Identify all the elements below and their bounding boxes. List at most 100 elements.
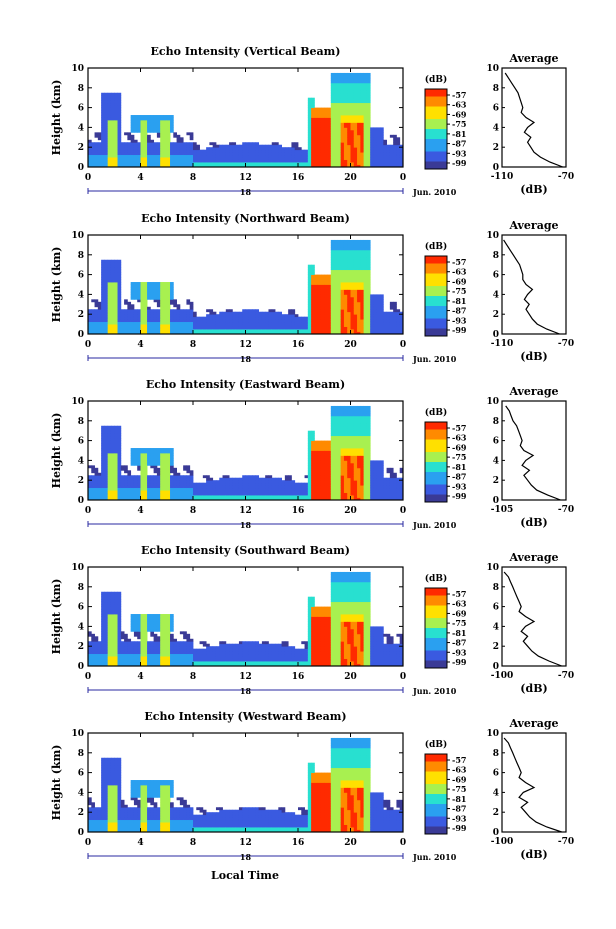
echo-cell: [88, 144, 92, 148]
echo-cell: [238, 326, 243, 330]
echo-cell: [153, 159, 158, 163]
echo-cell: [324, 291, 328, 295]
echo-cell: [160, 144, 164, 148]
echo-cell: [389, 149, 394, 153]
echo-cell: [330, 162, 335, 165]
echo-cell: [347, 137, 351, 141]
echo-cell: [147, 319, 151, 323]
echo-cell: [101, 134, 105, 138]
echo-cell: [258, 482, 263, 486]
echo-cell: [160, 119, 164, 123]
echo-cell: [340, 465, 345, 469]
echo-cell: [110, 132, 115, 136]
echo-cell: [380, 154, 384, 158]
echo-cell: [163, 282, 168, 285]
echo-cell: [186, 467, 191, 471]
echo-cell: [294, 314, 299, 318]
echo-cell: [166, 139, 171, 143]
echo-cell: [170, 482, 174, 486]
echo-cell: [340, 301, 345, 305]
echo-cell: [330, 324, 335, 327]
echo-cell: [179, 329, 184, 332]
echo-cell: [107, 92, 112, 96]
echo-cell: [117, 430, 122, 434]
echo-cell: [130, 159, 135, 163]
echo-cell: [366, 144, 371, 148]
echo-cell: [110, 475, 115, 479]
echo-cell: [317, 112, 322, 116]
echo-cell: [222, 154, 227, 158]
echo-cell: [183, 480, 187, 484]
echo-cell: [357, 430, 361, 434]
echo-cell: [327, 137, 332, 141]
echo-cell: [340, 314, 345, 318]
echo-cell: [366, 105, 371, 108]
echo-cell: [334, 291, 338, 295]
echo-cell: [324, 452, 328, 456]
echo-cell: [147, 127, 151, 131]
echo-cell: [127, 147, 132, 151]
echo-cell: [334, 274, 338, 278]
echo-cell: [284, 164, 289, 168]
echo-cell: [340, 448, 345, 451]
echo-cell: [120, 319, 125, 323]
echo-cell: [360, 107, 365, 111]
echo-cell: [147, 450, 151, 454]
echo-cell: [114, 92, 118, 96]
echo-cell: [179, 475, 184, 479]
echo-cell: [288, 154, 292, 158]
colorbar-segment: [425, 159, 447, 162]
echo-cell: [153, 457, 158, 461]
echo-cell: [160, 448, 164, 451]
echo-cell: [110, 472, 115, 476]
echo-cell: [271, 497, 276, 501]
echo-cell: [340, 284, 345, 288]
echo-cell: [366, 262, 371, 266]
echo-cell: [104, 470, 109, 474]
echo-cell: [360, 485, 365, 489]
echo-cell: [353, 115, 358, 118]
echo-cell: [347, 319, 351, 323]
echo-cell: [117, 455, 122, 459]
echo-cell: [337, 309, 342, 313]
echo-cell: [317, 296, 322, 300]
echo-cell: [330, 497, 335, 501]
echo-cell: [294, 316, 299, 320]
echo-cell: [202, 475, 207, 479]
echo-cell: [275, 314, 279, 318]
echo-cell: [360, 85, 365, 89]
echo-cell: [88, 321, 92, 325]
echo-cell: [311, 443, 315, 446]
echo-cell: [124, 495, 128, 498]
echo-cell: [179, 152, 184, 156]
echo-cell: [320, 492, 325, 496]
echo-cell: [101, 132, 105, 136]
colorbar-tick-label: -87: [452, 306, 466, 316]
echo-cell: [206, 321, 210, 325]
echo-cell: [104, 157, 109, 160]
echo-cell: [137, 309, 141, 313]
echo-cell: [343, 415, 348, 419]
echo-cell: [386, 159, 391, 163]
echo-cell: [255, 492, 260, 496]
echo-cell: [150, 152, 155, 156]
echo-cell: [314, 279, 319, 283]
echo-cell: [127, 492, 132, 496]
echo-cell: [320, 482, 325, 486]
echo-cell: [311, 132, 315, 136]
echo-cell: [343, 90, 348, 94]
echo-cell: [104, 279, 109, 283]
echo-cell: [101, 472, 105, 476]
echo-cell: [114, 301, 118, 305]
echo-cell: [101, 112, 105, 116]
echo-cell: [366, 309, 371, 313]
echo-cell: [114, 477, 118, 481]
echo-cell: [189, 329, 194, 332]
echo-cell: [324, 329, 328, 332]
echo-cell: [166, 460, 171, 464]
echo-cell: [248, 162, 253, 165]
echo-cell: [183, 490, 187, 493]
echo-cell: [366, 82, 371, 86]
echo-cell: [357, 115, 361, 118]
y-tick-label: 8: [78, 84, 84, 94]
